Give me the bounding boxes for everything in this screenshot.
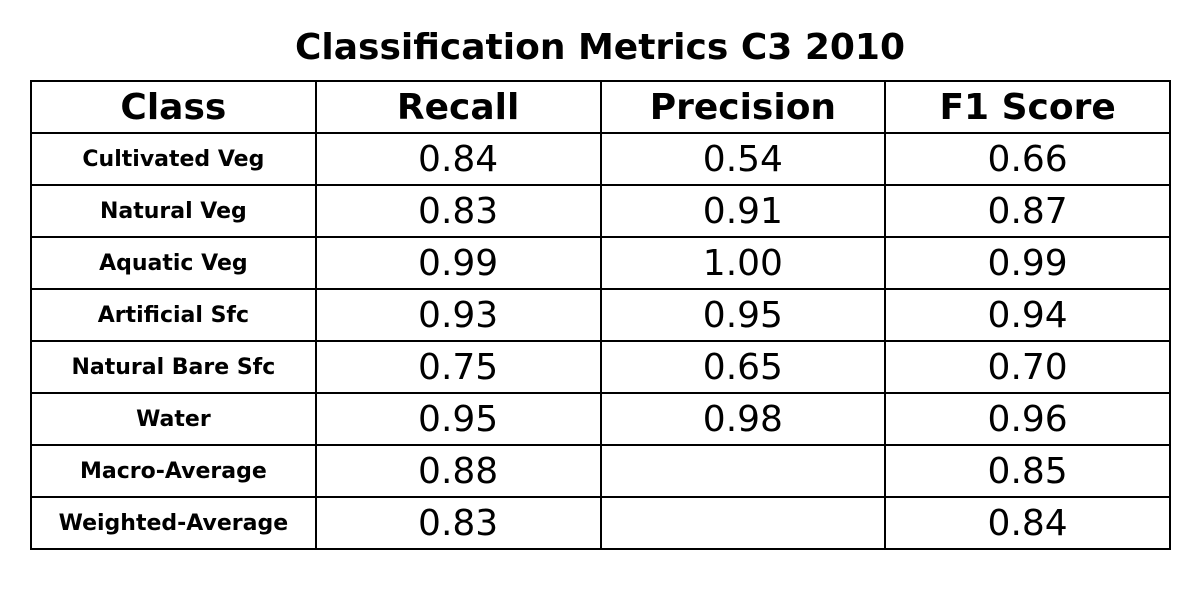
f1-score-cell: 0.70	[884, 340, 1171, 394]
column-header-f1-score: F1 Score	[884, 80, 1171, 134]
header-row: Class Recall Precision F1 Score	[30, 80, 1171, 134]
class-cell: Natural Veg	[30, 184, 317, 238]
recall-cell: 0.84	[314, 132, 602, 186]
table-row: Natural Veg 0.83 0.91 0.87	[30, 184, 1171, 238]
precision-cell: 0.65	[599, 340, 887, 394]
f1-score-cell: 0.87	[884, 184, 1171, 238]
recall-cell: 0.95	[314, 392, 602, 446]
table-row: Aquatic Veg 0.99 1.00 0.99	[30, 236, 1171, 290]
f1-score-cell: 0.85	[884, 444, 1171, 498]
class-cell: Macro-Average	[30, 444, 317, 498]
table-row: Cultivated Veg 0.84 0.54 0.66	[30, 132, 1171, 186]
f1-score-cell: 0.96	[884, 392, 1171, 446]
recall-cell: 0.99	[314, 236, 602, 290]
class-cell: Artificial Sfc	[30, 288, 317, 342]
class-cell: Water	[30, 392, 317, 446]
precision-cell: 1.00	[599, 236, 887, 290]
table-row: Natural Bare Sfc 0.75 0.65 0.70	[30, 340, 1171, 394]
f1-score-cell: 0.84	[884, 496, 1171, 550]
precision-cell: 0.54	[599, 132, 887, 186]
recall-cell: 0.93	[314, 288, 602, 342]
column-header-recall: Recall	[314, 80, 602, 134]
f1-score-cell: 0.99	[884, 236, 1171, 290]
column-header-class: Class	[30, 80, 317, 134]
precision-cell	[599, 444, 887, 498]
precision-cell: 0.91	[599, 184, 887, 238]
f1-score-cell: 0.94	[884, 288, 1171, 342]
recall-cell: 0.88	[314, 444, 602, 498]
precision-cell: 0.98	[599, 392, 887, 446]
f1-score-cell: 0.66	[884, 132, 1171, 186]
table-body: Cultivated Veg 0.84 0.54 0.66 Natural Veg 0.8…	[30, 132, 1171, 550]
table-row: Weighted-Average 0.83 0.84	[30, 496, 1171, 550]
table-row: Artificial Sfc 0.93 0.95 0.94	[30, 288, 1171, 342]
class-cell: Aquatic Veg	[30, 236, 317, 290]
recall-cell: 0.75	[314, 340, 602, 394]
recall-cell: 0.83	[314, 496, 602, 550]
table-title: Classification Metrics C3 2010	[294, 27, 906, 68]
class-cell: Cultivated Veg	[30, 132, 317, 186]
precision-cell	[599, 496, 887, 550]
precision-cell: 0.95	[599, 288, 887, 342]
class-cell: Natural Bare Sfc	[30, 340, 317, 394]
recall-cell: 0.83	[314, 184, 602, 238]
class-cell: Weighted-Average	[30, 496, 317, 550]
column-header-precision: Precision	[599, 80, 887, 134]
metrics-table: Class Recall Precision F1 Score Cultivat…	[30, 80, 1171, 550]
table-row: Water 0.95 0.98 0.96	[30, 392, 1171, 446]
table-row: Macro-Average 0.88 0.85	[30, 444, 1171, 498]
